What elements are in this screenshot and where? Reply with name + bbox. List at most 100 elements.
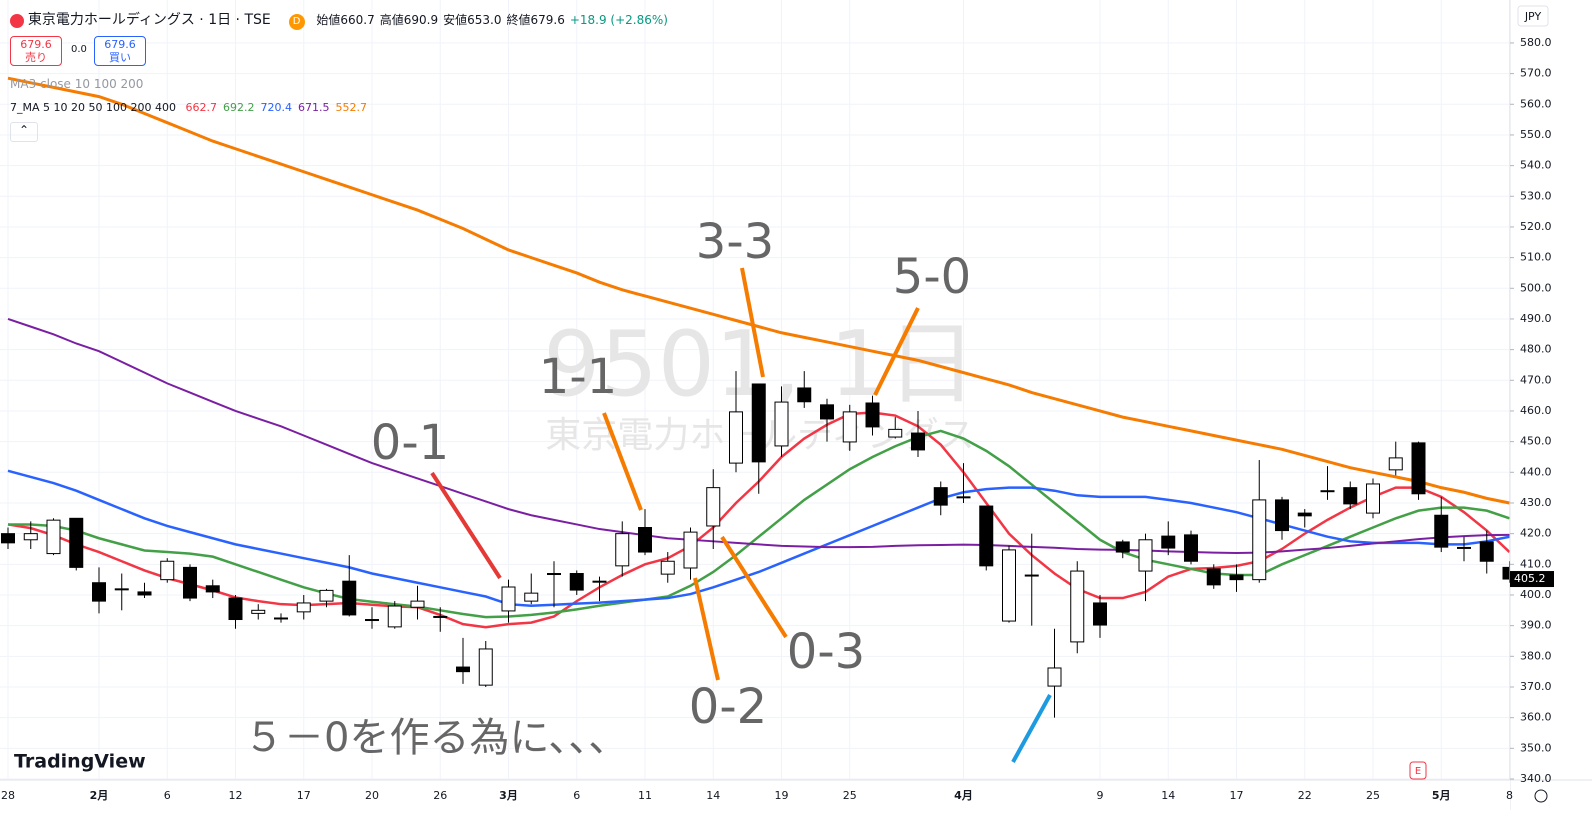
candle-body [979,505,994,567]
y-tick-label: 560.0 [1520,97,1552,110]
candle-body [387,605,402,628]
candle-body [751,383,766,463]
candle-body [160,560,175,581]
moving-average [7,76,1510,505]
x-tick-label: 4月 [954,789,973,802]
candle-body [114,588,129,591]
drawing [873,307,920,396]
ma-value: 671.5 [297,101,330,114]
y-tick-label: 520.0 [1520,220,1552,233]
x-tick-label: 25 [1366,789,1380,802]
drawing [720,535,788,639]
annotation: 0-2 [689,679,767,735]
x-tick-label: 25 [843,789,857,802]
drawing [1011,694,1052,763]
time-axis [0,780,1510,830]
ma-value: 720.4 [260,101,292,114]
drawing [602,412,643,511]
annotation: 3-3 [696,214,774,270]
x-tick-label: 28 [1,789,15,802]
indicator[interactable]: 7_MA 5 10 20 50 100 200 400 662.7 692.2 72… [10,101,367,114]
annotation: 1-1 [539,349,617,405]
x-tick-label: 11 [638,789,652,802]
y-tick-label: 550.0 [1520,128,1552,141]
y-tick-label: 410.0 [1520,557,1552,570]
candle-body [1297,512,1312,517]
x-tick-label: 17 [1230,789,1244,802]
y-tick-label: 470.0 [1520,373,1552,386]
candle-body [183,566,197,599]
candle-body [137,591,152,596]
candle-body [69,517,84,568]
badge: D [288,14,305,30]
symbol-title: 東京電力ホールディングス · 1日 · TSE [27,12,271,28]
y-tick-label: 420.0 [1520,527,1552,540]
event-marker-text: E [1415,766,1421,777]
price-axis [1510,0,1592,830]
y-tick-label: 570.0 [1520,67,1552,80]
candle-body [1047,667,1062,687]
candle-body [615,533,630,567]
candle-body [1434,514,1449,548]
candle-body [410,600,425,608]
candle-body [296,602,311,613]
y-tick-label: 430.0 [1520,496,1552,509]
header: 東京電力ホールディングス · 1日 · TSE D 始値660.7 高値690.9… [10,9,673,30]
candle-body [1457,546,1471,549]
sell-button[interactable]: 679.6 売り [10,36,62,66]
buy-label: 買い [109,51,131,64]
x-tick-label: 8 [1506,789,1513,802]
candle-body [1115,541,1130,553]
y-tick-label: 540.0 [1520,159,1552,172]
y-tick-label: 340.0 [1520,772,1552,785]
x-tick-label: 6 [164,789,171,802]
candle-body [251,609,266,614]
candle-body [1479,541,1494,562]
currency-box[interactable] [1517,5,1549,27]
collapse-button[interactable]: ⌃ [10,122,38,142]
x-tick-label: 2月 [90,789,109,802]
candle-body [319,589,334,602]
candle-body [1206,568,1221,586]
candle-body [683,531,698,569]
symbol-icon [10,13,24,28]
last-price-box [1510,571,1554,588]
annotation: ５－0を作る為に、、、 [244,715,628,761]
candle-body [1024,574,1039,577]
y-tick-label: 580.0 [1520,36,1552,49]
candle-body [433,615,448,618]
candle-body [1343,487,1358,505]
candle-body [1161,535,1176,549]
y-tick-label: 450.0 [1520,435,1552,448]
currency: JPY [1524,10,1542,23]
candle-body [569,573,584,591]
y-tick-label: 500.0 [1520,281,1552,294]
candle-body [228,597,243,621]
buy-price: 679.6 [104,38,136,51]
candle-body [1252,499,1267,581]
y-tick-label: 350.0 [1520,741,1552,754]
event-marker [1409,761,1427,780]
candle-body [92,582,106,602]
annotation: 0-3 [787,624,865,680]
ohlc-value: 始値660.7 [316,13,375,27]
candle-body [365,619,379,622]
y-tick-label: 380.0 [1520,649,1552,662]
candle-body [342,580,357,616]
x-tick-label: 26 [433,789,447,802]
settings-icon[interactable] [1534,789,1548,803]
indicator-label: MA3 close 10 100 200 [10,77,144,91]
x-tick-label: 3月 [499,789,518,802]
candle-body [956,496,971,499]
candle-body [706,487,721,527]
indicator[interactable]: MA3 close 10 100 200 [10,77,143,91]
candle-body [524,592,539,602]
y-tick-label: 360.0 [1520,711,1552,724]
candle-body [842,411,857,443]
buy-button[interactable]: 679.6 買い [94,36,146,66]
candle-body [456,666,470,673]
candle-body [205,585,220,593]
drawing [740,267,765,378]
x-tick-label: 17 [297,789,311,802]
